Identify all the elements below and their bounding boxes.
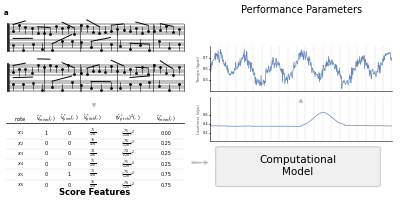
Text: $\left(\frac{75}{128}\right)^2$: $\left(\frac{75}{128}\right)^2$ [121, 159, 135, 169]
Text: 0.25: 0.25 [160, 141, 172, 146]
Text: 0.25: 0.25 [160, 151, 172, 156]
Text: $x_1$: $x_1$ [17, 129, 24, 137]
Text: $\hat{v}^*_{meas}(.)$: $\hat{v}^*_{meas}(.)$ [36, 114, 56, 124]
Text: $\left(\frac{75}{128}\right)^2$: $\left(\frac{75}{128}\right)^2$ [121, 128, 135, 139]
Text: 0: 0 [68, 151, 71, 156]
Text: $\hat{v}^*_{pitch}(.)$: $\hat{v}^*_{pitch}(.)$ [84, 113, 103, 125]
Text: 0: 0 [44, 162, 48, 166]
Text: Computational
Model: Computational Model [260, 155, 336, 177]
Text: $\left(\frac{76}{128}\right)^2$: $\left(\frac{76}{128}\right)^2$ [121, 180, 135, 191]
Text: 0: 0 [68, 183, 71, 188]
Text: 1: 1 [68, 172, 71, 177]
Text: 0.75: 0.75 [160, 183, 172, 188]
Text: $x_3$: $x_3$ [17, 150, 24, 158]
Text: $(\hat{v}^*_{pitch})^2(.)$: $(\hat{v}^*_{pitch})^2(.)$ [115, 113, 140, 125]
Text: 0: 0 [44, 141, 48, 146]
Text: $x_6$: $x_6$ [17, 181, 24, 189]
Y-axis label: Tempo (bpm): Tempo (bpm) [197, 56, 201, 82]
Text: note: note [15, 117, 26, 122]
Text: $x_5$: $x_5$ [17, 171, 24, 179]
Text: $\left(\frac{74}{128}\right)^2$: $\left(\frac{74}{128}\right)^2$ [121, 148, 135, 159]
Text: 0: 0 [44, 183, 48, 188]
Text: $\frac{75}{128}$: $\frac{75}{128}$ [89, 158, 97, 170]
Y-axis label: Loudness (dyn): Loudness (dyn) [197, 104, 201, 134]
Text: 0.00: 0.00 [160, 130, 172, 136]
Text: 0: 0 [68, 141, 71, 146]
Text: $\frac{74}{128}$: $\frac{74}{128}$ [89, 148, 97, 160]
Text: $\frac{76}{128}$: $\frac{76}{128}$ [89, 180, 97, 191]
Text: $\frac{76}{128}$: $\frac{76}{128}$ [89, 138, 97, 149]
Text: $\frac{75}{128}$: $\frac{75}{128}$ [89, 127, 97, 139]
Text: $\left(\frac{76}{128}\right)^2$: $\left(\frac{76}{128}\right)^2$ [121, 138, 135, 149]
Text: $\left(\frac{75}{128}\right)^2$: $\left(\frac{75}{128}\right)^2$ [121, 169, 135, 180]
Text: Score Features: Score Features [59, 188, 131, 197]
Text: $\hat{v}^*_{poss}(.)$: $\hat{v}^*_{poss}(.)$ [60, 113, 79, 125]
Text: 0: 0 [68, 130, 71, 136]
Text: $x_2$: $x_2$ [17, 140, 24, 148]
FancyBboxPatch shape [216, 147, 380, 187]
Text: 0.25: 0.25 [160, 162, 172, 166]
Text: 0: 0 [44, 172, 48, 177]
Text: 0: 0 [44, 151, 48, 156]
Text: 0: 0 [68, 162, 71, 166]
Text: $\frac{75}{128}$: $\frac{75}{128}$ [89, 169, 97, 180]
Text: 1: 1 [44, 130, 48, 136]
Text: Performance Parameters: Performance Parameters [242, 5, 362, 15]
Text: $\hat{v}^*_{meas}(.)$: $\hat{v}^*_{meas}(.)$ [156, 114, 176, 124]
Text: $x_4$: $x_4$ [17, 160, 24, 168]
Text: 0.75: 0.75 [160, 172, 172, 177]
Text: a: a [4, 10, 9, 16]
